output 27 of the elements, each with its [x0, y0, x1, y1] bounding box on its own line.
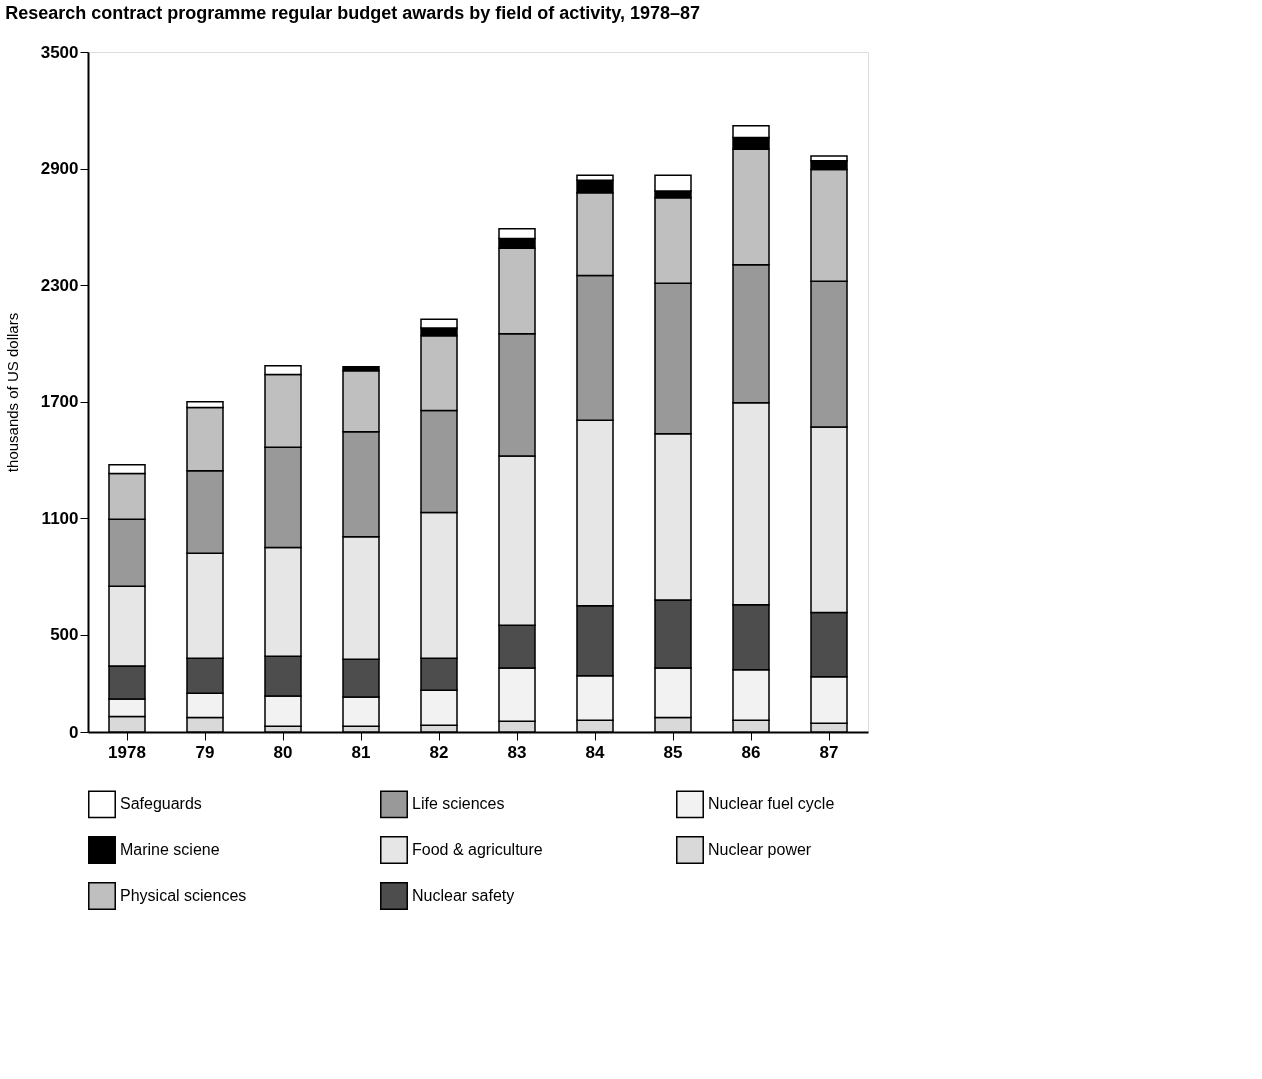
y-axis-title: thousands of US dollars — [3, 312, 21, 473]
chart-title: Research contract programme regular budget awards by field of activity, 1978–87 — [5, 3, 701, 23]
x-tick-label: 79 — [195, 742, 215, 762]
legend-label: Life sciences — [412, 795, 505, 813]
legend-label: Physical sciences — [120, 887, 247, 904]
x-tick-label: 81 — [351, 742, 371, 762]
legend-label: Nuclear fuel cycle — [708, 795, 835, 813]
legend-label: Nuclear safety — [412, 887, 515, 904]
x-tick-label: 87 — [819, 742, 839, 762]
legend-label: Nuclear power — [708, 841, 812, 858]
legend-label: Safeguards — [120, 795, 202, 813]
x-tick-label: 84 — [585, 742, 605, 762]
x-tick-label: 85 — [663, 742, 683, 762]
y-tick-label: 2900 — [40, 159, 79, 179]
x-tick-label: 1978 — [108, 742, 146, 762]
y-tick-label: 1700 — [40, 392, 79, 412]
x-tick-label: 80 — [273, 742, 293, 762]
x-tick-label: 83 — [507, 742, 527, 762]
legend-label: Food & agriculture — [412, 841, 543, 858]
y-tick-label: 1100 — [41, 508, 79, 528]
x-tick-label: 82 — [429, 742, 449, 762]
y-tick-label: 2300 — [40, 275, 79, 295]
y-tick-label: 500 — [50, 625, 79, 645]
legend-label: Marine sciene — [120, 841, 220, 858]
y-tick-label: 0 — [69, 722, 79, 742]
y-tick-label: 3500 — [40, 42, 79, 62]
x-tick-label: 86 — [741, 742, 761, 762]
